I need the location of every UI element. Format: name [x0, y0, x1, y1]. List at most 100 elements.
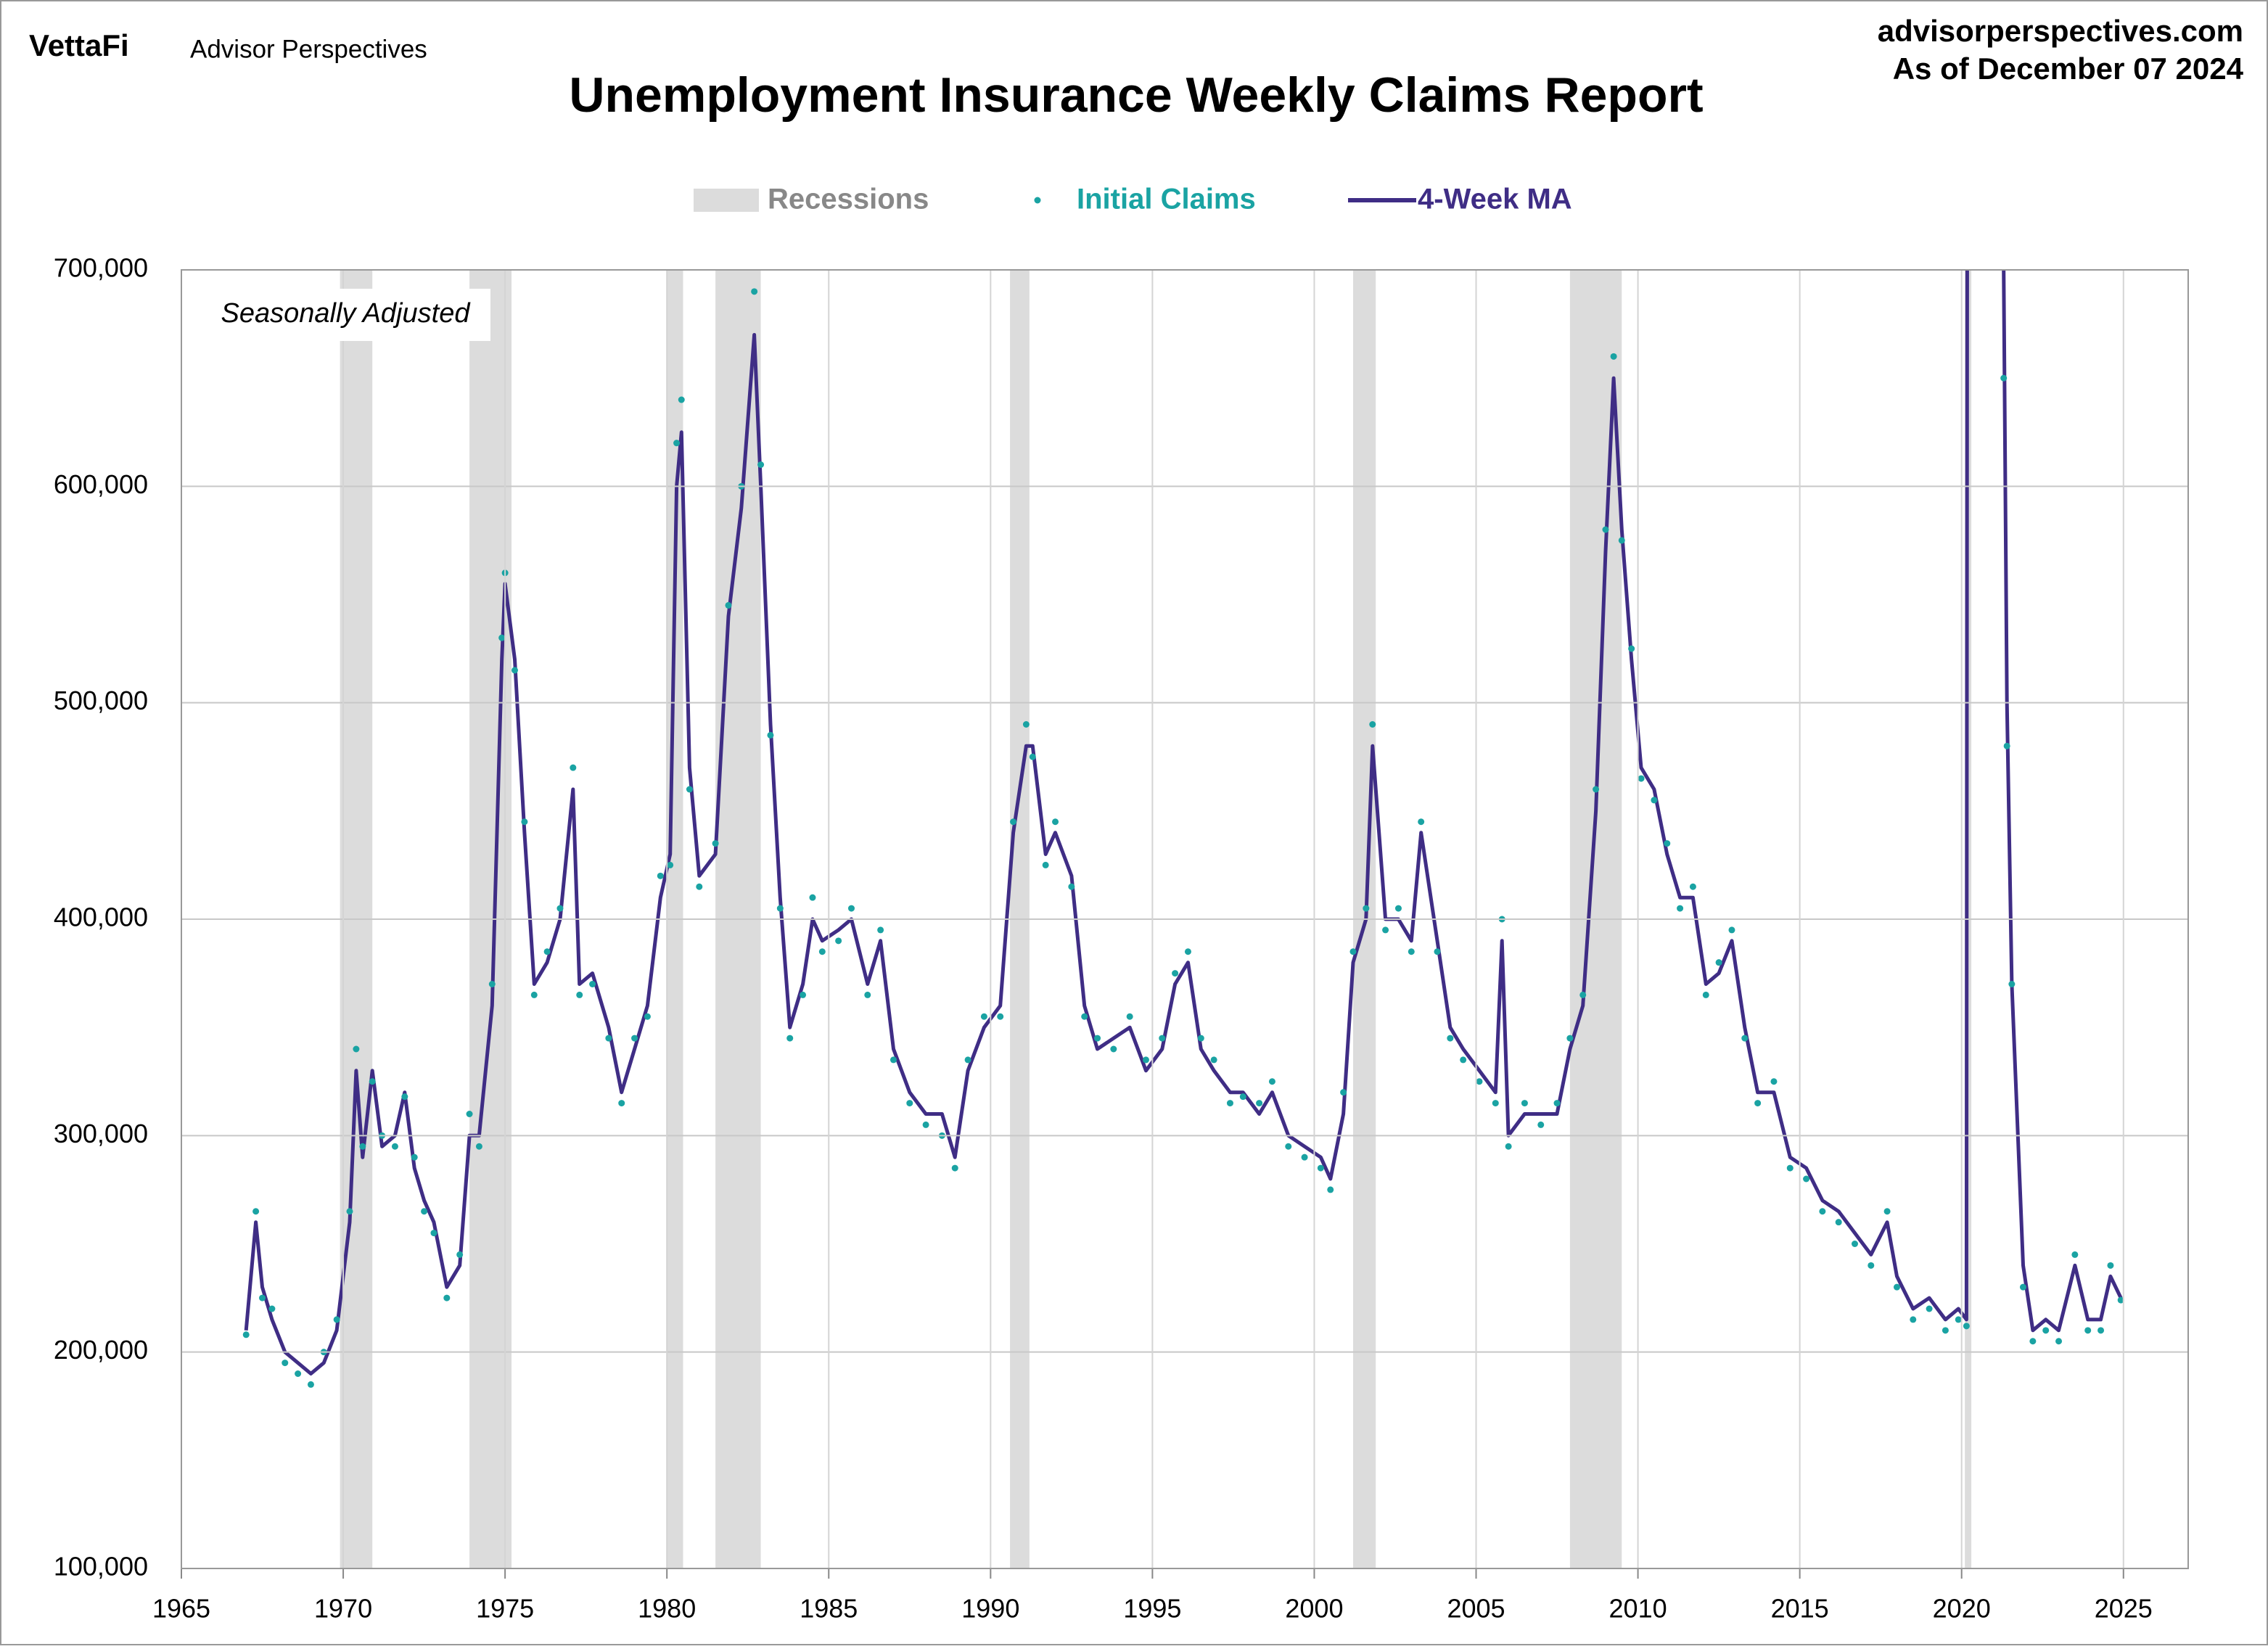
- initial-claims-point: [1369, 721, 1376, 728]
- initial-claims-point: [511, 667, 519, 674]
- initial-claims-point: [1689, 883, 1696, 890]
- initial-claims-point: [657, 872, 664, 879]
- initial-claims-point: [2008, 981, 2016, 987]
- initial-claims-point: [1029, 753, 1036, 760]
- plot-border: [181, 269, 2189, 1569]
- legend-swatch: [1034, 197, 1041, 204]
- y-tick-label: 500,000: [54, 686, 148, 715]
- initial-claims-point: [2071, 1251, 2079, 1258]
- initial-claims-point: [1955, 1316, 1962, 1323]
- initial-claims-point: [466, 1111, 473, 1117]
- initial-claims-point: [1803, 1175, 1810, 1183]
- x-tick-label: 2010: [1609, 1594, 1667, 1624]
- initial-claims-point: [1285, 1143, 1292, 1150]
- initial-claims-point: [667, 861, 674, 868]
- initial-claims-point: [2084, 1327, 2092, 1334]
- initial-claims-point: [2117, 1296, 2124, 1304]
- initial-claims-point: [800, 991, 807, 998]
- initial-claims-point: [1492, 1100, 1499, 1107]
- initial-claims-point: [951, 1164, 958, 1172]
- initial-claims-point: [1239, 1093, 1246, 1101]
- initial-claims-point: [1447, 1035, 1454, 1042]
- initial-claims-point: [751, 288, 758, 295]
- initial-claims-point: [605, 1035, 612, 1042]
- initial-claims-point: [521, 818, 528, 826]
- initial-claims-point: [1110, 1045, 1117, 1053]
- initial-claims-point: [1610, 353, 1617, 360]
- initial-claims-point: [1942, 1327, 1949, 1334]
- initial-claims-point: [353, 1045, 360, 1053]
- initial-claims-point: [712, 840, 719, 847]
- initial-claims-point: [1052, 818, 1059, 826]
- initial-claims-point: [1197, 1035, 1204, 1042]
- as-of: As of December 07 2024: [1893, 52, 2244, 86]
- initial-claims-point: [543, 948, 551, 955]
- initial-claims-point: [1963, 1323, 1970, 1330]
- x-tick-label: 2005: [1447, 1594, 1505, 1624]
- initial-claims-point: [1476, 1078, 1483, 1085]
- publisher: Advisor Perspectives: [190, 35, 427, 63]
- initial-claims-point: [2000, 374, 2008, 382]
- initial-claims-point: [1728, 926, 1735, 934]
- site: advisorperspectives.com: [1878, 14, 2243, 48]
- initial-claims-point: [864, 991, 871, 998]
- y-tick-label: 600,000: [54, 469, 148, 499]
- initial-claims-point: [1408, 948, 1415, 955]
- initial-claims-point: [1593, 786, 1600, 793]
- ma-line: [244, 270, 2123, 1375]
- initial-claims-point: [1926, 1305, 1933, 1312]
- y-tick-label: 200,000: [54, 1335, 148, 1365]
- chart-title: Unemployment Insurance Weekly Claims Rep…: [569, 67, 1703, 123]
- initial-claims-point: [295, 1370, 302, 1377]
- initial-claims-point: [776, 905, 784, 912]
- initial-claims-point: [1868, 1262, 1875, 1269]
- x-tick-label: 2020: [1933, 1594, 1991, 1624]
- initial-claims-point: [964, 1056, 971, 1064]
- initial-claims-point: [696, 883, 703, 890]
- initial-claims-point: [1256, 1100, 1263, 1107]
- initial-claims-point: [1327, 1186, 1334, 1193]
- initial-claims-point: [1268, 1078, 1275, 1085]
- initial-claims-point: [1786, 1164, 1794, 1172]
- initial-claims-point: [2055, 1338, 2063, 1345]
- initial-claims-point: [1184, 948, 1191, 955]
- initial-claims-point: [1172, 970, 1179, 977]
- x-tick-label: 1970: [314, 1594, 372, 1624]
- initial-claims-point: [268, 1305, 276, 1312]
- initial-claims-point: [1893, 1283, 1900, 1291]
- initial-claims-point: [725, 601, 732, 609]
- initial-claims-point: [1349, 948, 1357, 955]
- initial-claims-point: [456, 1251, 464, 1258]
- initial-claims-point: [686, 786, 693, 793]
- legend-label: 4-Week MA: [1418, 184, 1572, 215]
- annotation-box: [200, 289, 490, 341]
- x-tick-label: 1995: [1123, 1594, 1181, 1624]
- initial-claims-point: [997, 1013, 1004, 1020]
- initial-claims-point: [1505, 1143, 1512, 1150]
- initial-claims-point: [443, 1294, 451, 1301]
- initial-claims-point: [259, 1294, 266, 1301]
- initial-claims-point: [391, 1143, 398, 1150]
- initial-claims-point: [359, 1143, 366, 1150]
- initial-claims-point: [1317, 1164, 1324, 1172]
- initial-claims-point: [877, 926, 884, 934]
- initial-claims-point: [980, 1013, 987, 1020]
- initial-claims-point: [1702, 991, 1709, 998]
- initial-claims-point: [556, 905, 564, 912]
- initial-claims-point: [2042, 1327, 2050, 1334]
- initial-claims-point: [1677, 905, 1684, 912]
- initial-claims-point: [1553, 1100, 1561, 1107]
- initial-claims-point: [589, 981, 596, 987]
- initial-claims-point: [2019, 1283, 2026, 1291]
- initial-claims-point: [809, 894, 816, 901]
- annotation: Seasonally Adjusted: [221, 298, 472, 329]
- initial-claims-point: [1579, 991, 1587, 998]
- initial-claims-point: [411, 1154, 418, 1161]
- y-tick-label: 100,000: [54, 1552, 148, 1582]
- initial-claims-point: [1460, 1056, 1467, 1064]
- initial-claims-point: [1022, 721, 1030, 728]
- initial-claims-point: [570, 764, 577, 771]
- y-tick-label: 400,000: [54, 902, 148, 932]
